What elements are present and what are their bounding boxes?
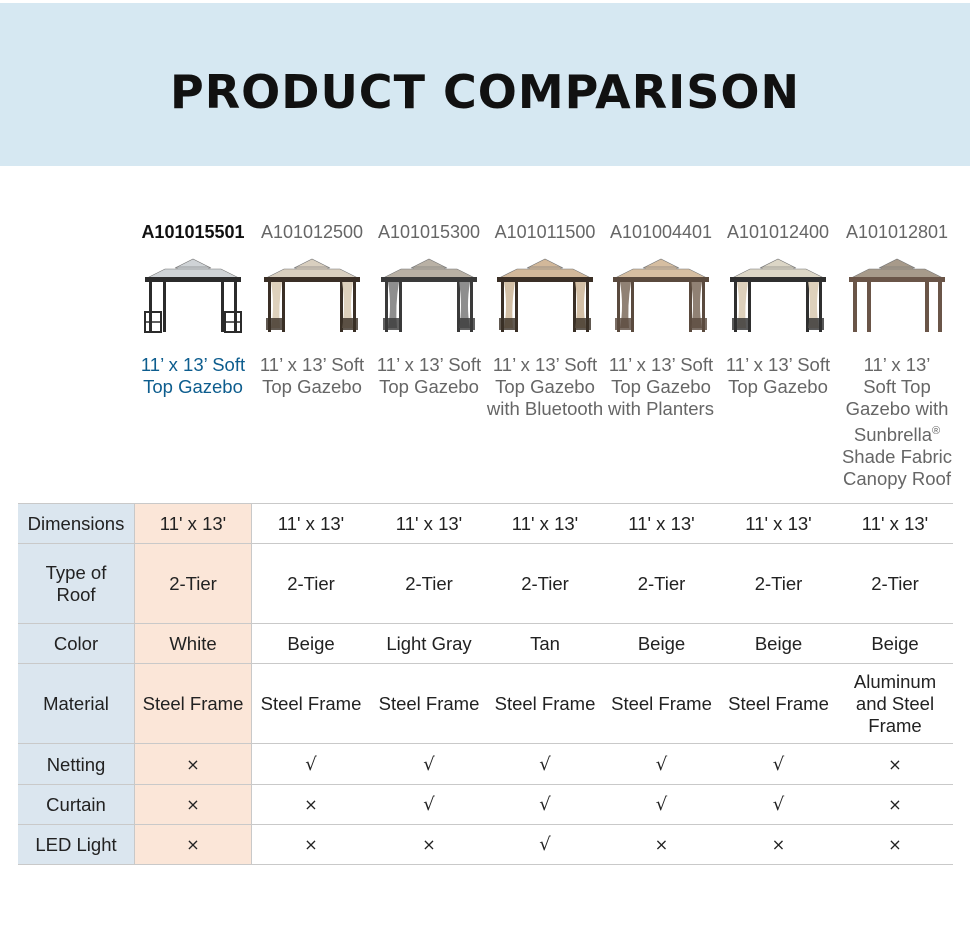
table-cell: 11' x 13' (395, 512, 463, 534)
cross-icon: × (888, 835, 902, 854)
gazebo-product-image[interactable] (493, 256, 597, 336)
table-cell: 2-Tier (287, 573, 335, 594)
table-cell: Beige (754, 633, 803, 654)
cross-icon: × (771, 835, 786, 854)
row-divider (18, 864, 953, 865)
cross-icon: × (422, 835, 436, 854)
check-icon: √ (772, 794, 785, 815)
table-cell: Steel Frame (611, 693, 712, 714)
product-name[interactable]: 11’ x 13’ Soft Top Gazebo with Sunbrella® Sh… (841, 354, 953, 490)
check-icon: √ (772, 753, 785, 775)
product-sku[interactable]: A101012801 (845, 222, 949, 242)
check-icon: √ (655, 753, 668, 775)
check-icon: √ (655, 794, 668, 815)
row-label: Netting (18, 744, 135, 785)
cross-icon: × (135, 785, 251, 825)
table-cell: 2-Tier (521, 573, 569, 594)
table-cell: Tan (530, 633, 560, 654)
product-name[interactable]: 11’ x 13’ Soft Top Gazebo (376, 354, 482, 397)
table-cell: 11' x 13' (745, 512, 812, 534)
table-cell: Beige (287, 633, 335, 654)
gazebo-product-image[interactable] (377, 256, 481, 336)
column-divider (251, 503, 252, 865)
product-sku[interactable]: A101012400 (726, 222, 830, 242)
check-icon: √ (423, 794, 435, 815)
table-cell: White (135, 624, 251, 664)
table-cell: 2-Tier (637, 573, 686, 594)
table-cell: 11' x 13' (277, 512, 345, 534)
table-cell: Aluminum and Steel Frame (853, 671, 937, 736)
table-cell: Beige (871, 633, 919, 654)
table-cell: 2-Tier (135, 544, 251, 624)
check-icon: √ (539, 753, 551, 775)
row-divider (18, 663, 953, 664)
gazebo-product-image[interactable] (260, 256, 364, 336)
cross-icon: × (135, 744, 251, 785)
table-cell: Steel Frame (135, 664, 251, 744)
gazebo-product-image[interactable] (726, 256, 830, 336)
product-sku[interactable]: A101011500 (494, 222, 596, 242)
gazebo-product-image[interactable] (141, 256, 245, 336)
cross-icon: × (304, 795, 318, 814)
row-label: Type of Roof (18, 544, 135, 624)
table-cell: 11' x 13' (511, 512, 579, 534)
cross-icon: × (888, 754, 902, 774)
product-name[interactable]: 11’ x 13’ Soft Top Gazebo (140, 354, 246, 397)
product-sku[interactable]: A101004401 (609, 222, 713, 242)
product-name[interactable]: 11’ x 13’ Soft Top Gazebo (259, 354, 365, 397)
table-cell: Steel Frame (260, 693, 362, 714)
row-label: Dimensions (18, 503, 135, 544)
table-cell: Steel Frame (728, 693, 829, 714)
row-divider (18, 784, 953, 785)
cross-icon: × (654, 835, 669, 854)
product-name[interactable]: 11’ x 13’ Soft Top Gazebo (725, 354, 831, 397)
table-cell: 2-Tier (754, 573, 803, 594)
table-cell: Beige (637, 633, 686, 654)
row-divider (18, 503, 953, 504)
row-label: LED Light (18, 825, 135, 865)
product-sku[interactable]: A101015501 (141, 222, 245, 242)
row-label: Color (18, 624, 135, 664)
table-cell: Steel Frame (494, 693, 596, 714)
row-label: Curtain (18, 785, 135, 825)
table-cell: 2-Tier (871, 573, 919, 594)
table-cell: 2-Tier (405, 573, 453, 594)
table-cell: 11' x 13' (135, 503, 251, 544)
page-title: PRODUCT COMPARISON (170, 65, 800, 119)
check-icon: √ (305, 753, 317, 775)
product-name[interactable]: 11’ x 13’ Soft Top Gazebo with Planters (608, 354, 714, 419)
check-icon: √ (423, 753, 435, 775)
table-cell: Steel Frame (378, 693, 480, 714)
product-name[interactable]: 11’ x 13’ Soft Top Gazebo with Bluetooth (486, 354, 604, 419)
table-cell: 11' x 13' (861, 512, 929, 534)
product-sku[interactable]: A101015300 (377, 222, 481, 242)
product-sku[interactable]: A101012500 (260, 222, 364, 242)
row-divider (18, 623, 953, 624)
gazebo-product-image[interactable] (609, 256, 713, 336)
table-cell: 11' x 13' (628, 512, 695, 534)
check-icon: √ (539, 834, 551, 855)
cross-icon: × (135, 825, 251, 865)
gazebo-product-image[interactable] (845, 256, 949, 336)
header-banner: PRODUCT COMPARISON (0, 3, 970, 166)
check-icon: √ (539, 794, 551, 815)
row-divider (18, 743, 953, 744)
row-label: Material (18, 664, 135, 744)
table-cell: Light Gray (386, 633, 472, 654)
row-divider (18, 543, 953, 544)
cross-icon: × (888, 795, 902, 814)
cross-icon: × (304, 835, 318, 854)
row-divider (18, 824, 953, 825)
